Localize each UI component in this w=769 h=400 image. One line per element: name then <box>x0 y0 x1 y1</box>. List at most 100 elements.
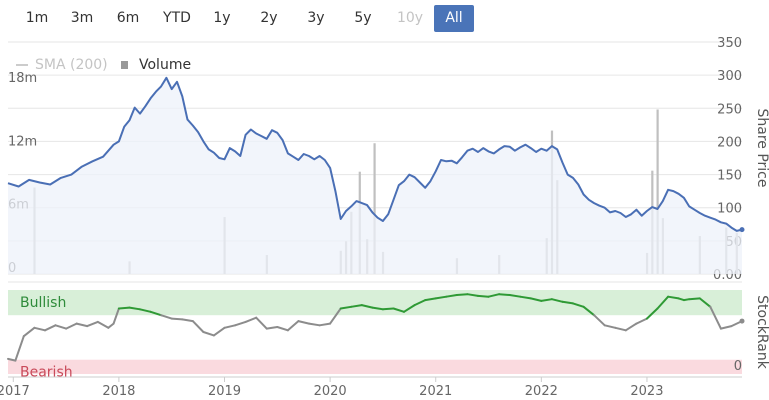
x-tick-label: 2022 <box>525 384 558 399</box>
volume-tick-label: 12m <box>8 134 37 149</box>
range-button-6m[interactable]: 6m <box>116 10 140 26</box>
price-tick-label: 200 <box>717 135 742 150</box>
x-tick-label: 2017 <box>0 384 30 399</box>
x-tick-label: 2023 <box>630 384 663 399</box>
stockrank-segment <box>413 299 427 307</box>
stockrank-segment <box>360 304 374 309</box>
stockrank-segment <box>149 310 163 317</box>
stockrank-segment <box>54 324 68 330</box>
rank-tick-label: 0 <box>734 359 742 374</box>
stockrank-segment <box>286 320 300 332</box>
stockrank-segment <box>519 295 532 300</box>
range-button-3m[interactable]: 3m <box>70 10 94 26</box>
stockrank-segment <box>160 314 173 320</box>
range-button-2y[interactable]: 2y <box>260 10 278 26</box>
stockrank-segment <box>709 305 722 330</box>
stockrank-segment <box>698 297 712 308</box>
volume-tick-label: 18m <box>8 71 37 86</box>
stockrank-segment <box>329 307 342 325</box>
stockrank-segment <box>498 293 511 296</box>
stockrank-segment <box>223 324 237 329</box>
stockrank-segment <box>477 294 490 298</box>
stockrank-segment <box>255 316 268 330</box>
stockrank-segment <box>719 325 733 330</box>
stockrank-segment <box>75 322 89 328</box>
stockrank-segment <box>667 295 680 300</box>
price-line <box>7 76 743 232</box>
stockrank-segment <box>7 357 17 362</box>
stockrank-segment <box>22 326 36 338</box>
range-button-5y[interactable]: 5y <box>354 10 372 26</box>
stockrank-segment <box>44 324 57 332</box>
stockrank-segment <box>540 298 553 302</box>
stockrank-segment <box>656 295 670 310</box>
stockrank-last-point <box>739 318 745 324</box>
stockrank-segment <box>191 320 205 333</box>
price-last-point <box>739 227 745 233</box>
range-selector: 1m 3m 6m YTD 1y 2y 3y 5y 10y All <box>0 5 769 33</box>
legend-sma-label: SMA (200) <box>35 57 108 73</box>
stockrank-segment <box>603 324 617 329</box>
price-tick-label: 100 <box>717 202 742 217</box>
band-label-bullish: Bullish <box>20 295 66 311</box>
stockrank-segment <box>403 304 416 313</box>
stockrank-segment <box>14 335 25 362</box>
stockrank-segment <box>170 317 184 321</box>
legend-volume-symbol <box>121 61 128 69</box>
band-label-bearish: Bearish <box>20 365 73 381</box>
stockrank-segment <box>117 306 131 310</box>
stockrank-segment <box>33 326 46 332</box>
stockrank-segment <box>244 316 258 323</box>
stockrank-segment <box>371 306 384 311</box>
stockrank-segment <box>550 298 564 303</box>
x-tick-label: 2020 <box>314 384 347 399</box>
stockrank-segment <box>181 318 194 323</box>
x-tick-label: 2021 <box>419 384 452 399</box>
band-bullish <box>8 290 742 316</box>
stockrank-segment <box>561 300 574 305</box>
stockrank-segment <box>112 307 120 325</box>
range-button-1m[interactable]: 1m <box>25 10 49 26</box>
stockrank-segment <box>455 293 469 296</box>
stockrank-segment <box>624 322 638 332</box>
stockrank-segment <box>297 320 310 325</box>
stockrank-segment <box>688 297 701 301</box>
stockrank-segment <box>202 331 215 337</box>
stockrank-segment <box>212 326 226 337</box>
price-tick-label: 300 <box>717 69 742 84</box>
stockrank-segment <box>276 326 289 332</box>
stockrank-segment <box>128 306 141 311</box>
stockrank-segment <box>529 297 543 302</box>
stockrank-segment <box>308 322 321 327</box>
range-button-all[interactable]: All <box>434 5 474 32</box>
stockrank-segment <box>614 326 627 332</box>
x-tick-label: 2019 <box>208 384 241 399</box>
price-area <box>8 77 742 274</box>
stockrank-segment <box>635 317 648 325</box>
rank-axis-title: StockRank <box>754 295 769 370</box>
stockrank-segment <box>86 320 99 328</box>
volume-bar <box>373 143 376 274</box>
range-button-ytd[interactable]: YTD <box>163 10 191 26</box>
legend-volume-label: Volume <box>139 57 191 73</box>
stockrank-segment <box>339 305 353 310</box>
range-button-3y[interactable]: 3y <box>307 10 325 26</box>
stockrank-segment <box>265 326 279 330</box>
stockrank-segment <box>381 307 395 311</box>
stockrank-segment <box>645 307 659 320</box>
stockrank-segment <box>466 293 479 297</box>
band-bearish <box>8 359 742 374</box>
stockrank-segment <box>234 320 247 327</box>
stockrank-segment <box>139 308 152 313</box>
stockrank-segment <box>434 295 448 300</box>
stockrank-segment <box>572 302 585 308</box>
range-button-10y: 10y <box>396 10 424 26</box>
stockrank-segment <box>107 322 115 329</box>
price-tick-label: 150 <box>717 169 742 184</box>
price-tick-label: 250 <box>717 102 742 117</box>
range-button-1y[interactable]: 1y <box>213 10 231 26</box>
stockrank-segment <box>445 294 458 298</box>
stockrank-segment <box>582 305 596 317</box>
stockrank-segment <box>487 293 501 298</box>
